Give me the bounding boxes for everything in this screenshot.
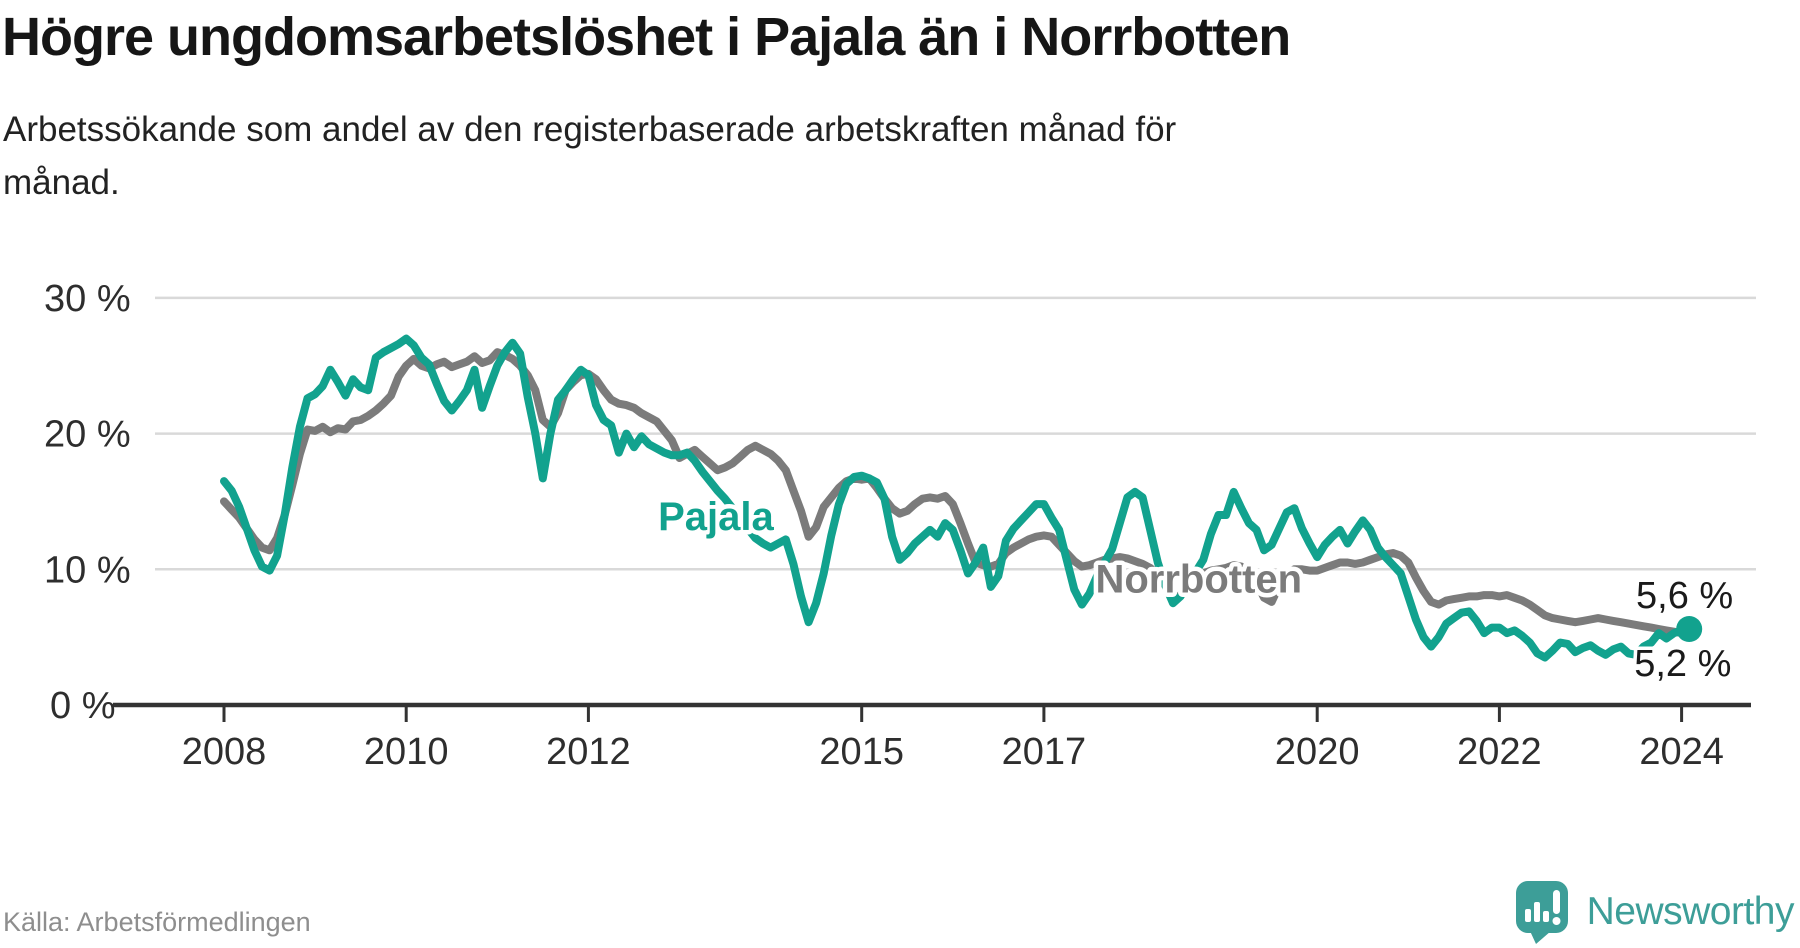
end-value-label-pajala: 5,6 % [1636, 575, 1733, 617]
chart-subtitle: Arbetssökande som andel av den registerb… [3, 104, 1176, 209]
x-axis-label: 2008 [182, 731, 267, 773]
y-axis-label: 10 % [44, 549, 131, 591]
annotations: Pajala 5,6 % Norrbotten 5,2 % [654, 490, 1737, 688]
x-axis-label: 2022 [1457, 731, 1542, 773]
gridlines [155, 296, 1756, 571]
x-axis-label: 2010 [364, 731, 449, 773]
y-axis-label: 30 % [44, 278, 131, 320]
source-note: Källa: Arbetsförmedlingen [3, 907, 311, 937]
series-label-norrbotten: Norrbotten [1095, 557, 1302, 601]
x-axis-label: 2012 [546, 731, 631, 773]
end-point-dot-pajala [1676, 616, 1703, 643]
exclamation-icon [1552, 890, 1561, 925]
logo-bubble-shape [1515, 881, 1568, 933]
series-label-pajala: Pajala [658, 495, 774, 539]
x-axis-label: 2020 [1275, 731, 1360, 773]
end-value-label-norrbotten: 5,2 % [1634, 643, 1731, 685]
chart-subtitle-line1: Arbetssökande som andel av den registerb… [3, 110, 1177, 149]
series-line-norrbotten [220, 348, 1694, 639]
y-axis-label: 0 % [50, 685, 115, 727]
x-axis-label: 2017 [1002, 731, 1087, 773]
logo-bubble-tail [1529, 931, 1551, 944]
newsworthy-bubble-icon [1515, 881, 1568, 944]
y-axis-label: 20 % [44, 414, 131, 456]
x-axis-label: 2015 [819, 731, 904, 773]
x-axis [113, 702, 1751, 722]
chart-subtitle-line2: månad. [3, 162, 120, 202]
page-title: Högre ungdomsarbetslöshet i Pajala än i … [2, 7, 1291, 67]
series-line-pajala [220, 334, 1694, 662]
series-lines [220, 334, 1694, 662]
axis-tick-labels: 30 % 20 % 10 % 0 % 2008 2010 2012 2015 2017 2020 2… [44, 278, 1724, 773]
bar-chart-icon [1524, 902, 1549, 922]
newsworthy-logo-text: Newsworthy [1586, 890, 1795, 933]
newsworthy-logo: Newsworthy [1515, 880, 1795, 944]
x-axis-label: 2024 [1639, 731, 1724, 773]
